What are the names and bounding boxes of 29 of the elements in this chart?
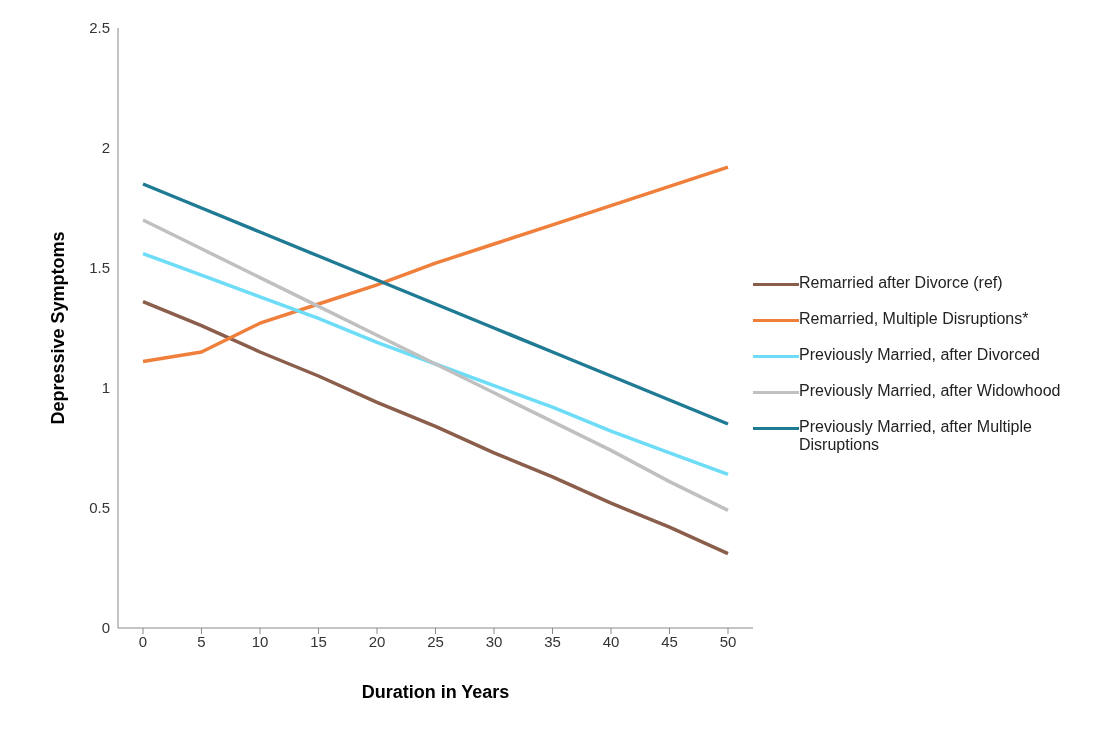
y-tick-label: 1 [101,379,110,397]
line-series [141,299,730,556]
x-tick-label: 0 [138,632,148,650]
legend-label: Previously Married, after Multiple Disruptions [799,418,1033,454]
x-tick-label: 30 [485,632,503,650]
x-tick-label: 15 [310,632,327,650]
line-series [141,218,730,513]
x-tick-label: 35 [544,632,561,650]
y-tick-label: 0 [101,619,110,637]
x-tick-label: 20 [368,632,386,650]
y-tick-label: 1.5 [89,259,110,277]
x-tick-label: 40 [602,632,620,650]
legend-label: Remarried after Divorce (ref) [799,274,1004,292]
y-axis-title: Depressive Symptoms [48,231,69,425]
legend-label: Remarried, Multiple Disruptions* [799,310,1030,328]
x-tick-label: 25 [427,632,444,650]
line-series [141,165,730,364]
legend-label: Previously Married, after Widowhood [799,382,1062,400]
x-tick-label: 50 [719,632,737,650]
x-tick-label: 45 [661,632,678,650]
x-axis-title: Duration in Years [361,682,510,702]
y-tick-label: 2 [101,139,110,157]
x-tick-label: 5 [197,632,206,650]
legend-label: Previously Married, after Divorced [799,346,1041,364]
y-tick-label: 2.5 [89,19,110,37]
y-tick-label: 0.5 [89,499,110,517]
line-series [141,251,730,477]
x-tick-label: 10 [251,632,269,650]
line-series [141,182,730,426]
